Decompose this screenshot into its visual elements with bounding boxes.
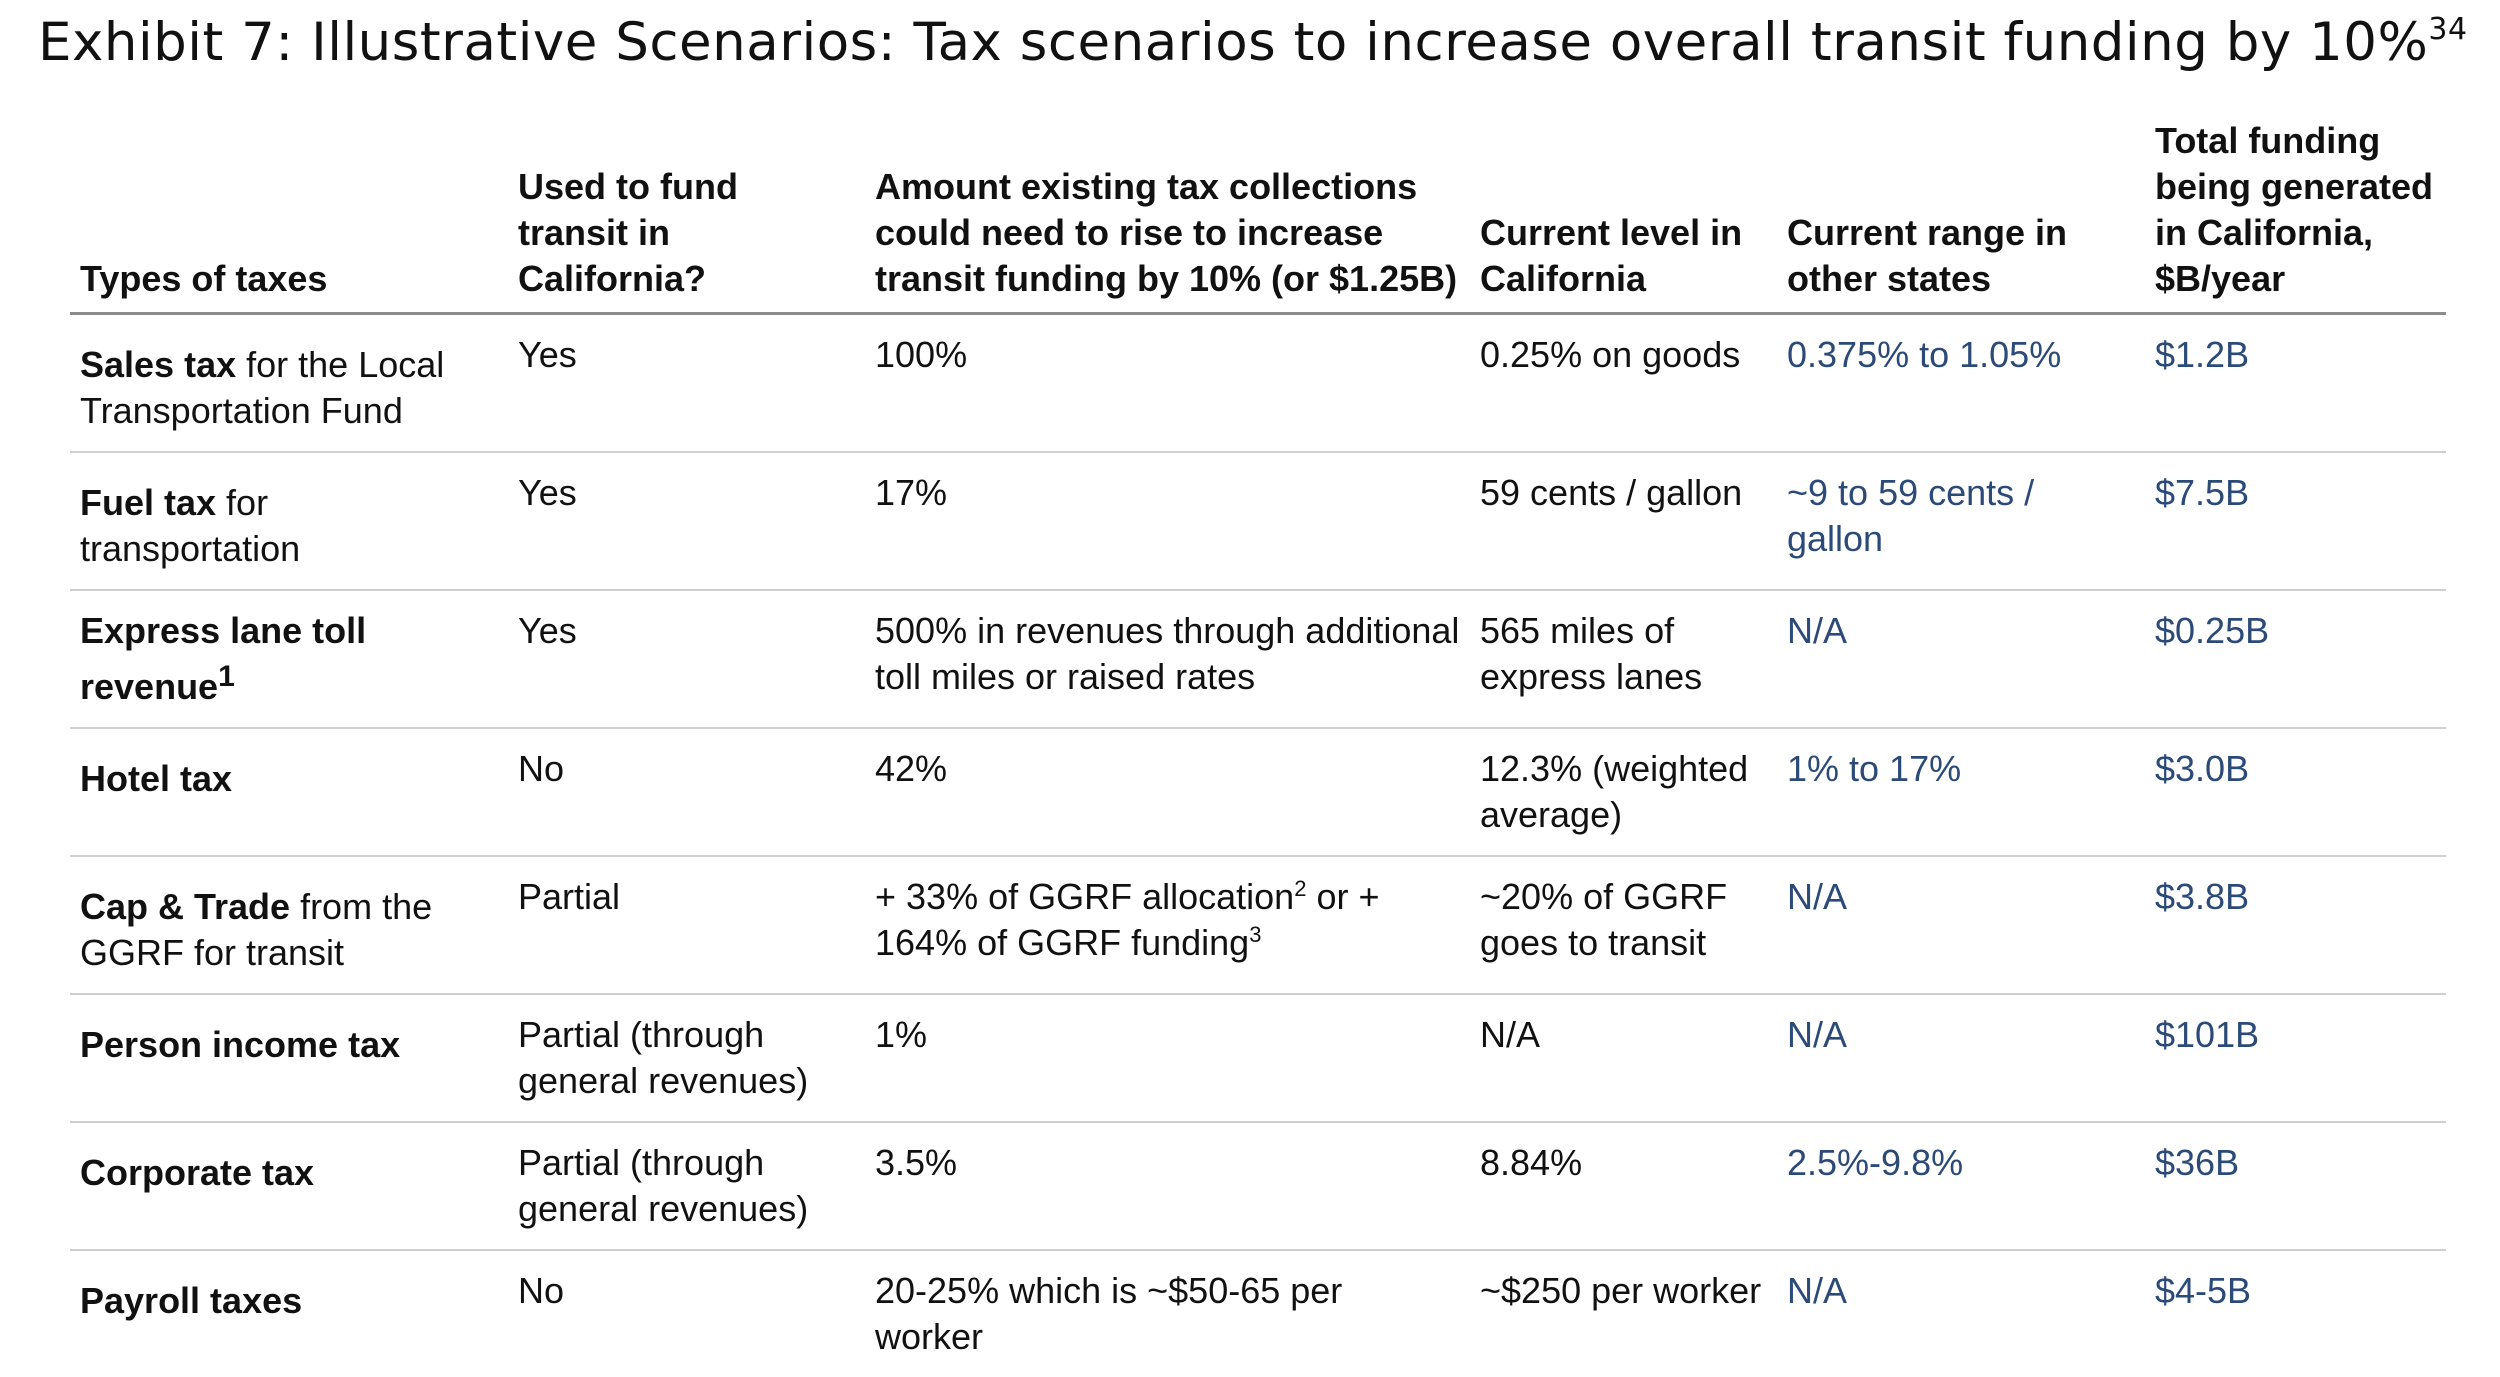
cell-amount-increase: 17%: [865, 452, 1470, 590]
header-current-level: Current level in California: [1470, 118, 1777, 314]
tax-name-bold: Cap & Trade: [80, 886, 290, 927]
cell-used-to-fund: Yes: [508, 452, 865, 590]
tax-scenarios-table: Types of taxes Used to fund transit in C…: [70, 118, 2446, 1377]
amount-text: 100%: [875, 334, 967, 375]
tax-name-bold: Hotel tax: [80, 758, 232, 799]
cell-total-funding: $0.25B: [2145, 590, 2446, 728]
cell-used-to-fund: No: [508, 1250, 865, 1377]
header-amount-increase: Amount existing tax collections could ne…: [865, 118, 1470, 314]
cell-current-level: 0.25% on goods: [1470, 314, 1777, 453]
cell-total-funding: $3.8B: [2145, 856, 2446, 994]
header-total-funding: Total funding being generated in Califor…: [2145, 118, 2446, 314]
tax-name-bold: Sales tax: [80, 344, 236, 385]
tax-name-bold: Fuel tax: [80, 482, 216, 523]
cell-total-funding: $1.2B: [2145, 314, 2446, 453]
tax-name-bold: Payroll taxes: [80, 1280, 302, 1321]
cell-tax-type: Person income tax: [70, 994, 508, 1122]
cell-current-level: 565 miles of express lanes: [1470, 590, 1777, 728]
table-body: Sales tax for the Local Transportation F…: [70, 314, 2446, 1377]
cell-tax-type: Fuel tax for transportation: [70, 452, 508, 590]
cell-used-to-fund: Partial: [508, 856, 865, 994]
cell-total-funding: $36B: [2145, 1122, 2446, 1250]
cell-current-range: N/A: [1777, 994, 2145, 1122]
tax-name-footnote: 1: [218, 660, 235, 693]
cell-current-range: N/A: [1777, 856, 2145, 994]
cell-tax-type: Payroll taxes: [70, 1250, 508, 1377]
cell-amount-increase: 100%: [865, 314, 1470, 453]
cell-current-range: 1% to 17%: [1777, 728, 2145, 856]
cell-used-to-fund: Partial (through general revenues): [508, 1122, 865, 1250]
cell-amount-increase: 500% in revenues through additional toll…: [865, 590, 1470, 728]
amount-footnote-continued: 3: [1249, 922, 1261, 947]
cell-total-funding: $101B: [2145, 994, 2446, 1122]
cell-tax-type: Express lane toll revenue1: [70, 590, 508, 728]
table-row-corporate-tax: Corporate tax Partial (through general re…: [70, 1122, 2446, 1250]
cell-amount-increase: + 33% of GGRF allocation2 or + 164% of G…: [865, 856, 1470, 994]
tax-name-bold: Corporate tax: [80, 1152, 314, 1193]
cell-tax-type: Cap & Trade from the GGRF for transit: [70, 856, 508, 994]
amount-text: 1%: [875, 1014, 927, 1055]
cell-amount-increase: 1%: [865, 994, 1470, 1122]
table-row-personal-income-tax: Person income tax Partial (through genera…: [70, 994, 2446, 1122]
header-types-of-taxes: Types of taxes: [70, 118, 508, 314]
amount-text: 20-25% which is ~$50-65 per worker: [875, 1270, 1342, 1357]
cell-tax-type: Sales tax for the Local Transportation F…: [70, 314, 508, 453]
cell-amount-increase: 20-25% which is ~$50-65 per worker: [865, 1250, 1470, 1377]
cell-total-funding: $4-5B: [2145, 1250, 2446, 1377]
cell-current-level: ~$250 per worker: [1470, 1250, 1777, 1377]
header-current-range: Current range in other states: [1777, 118, 2145, 314]
amount-text: 42%: [875, 748, 947, 789]
cell-current-level: 12.3% (weighted average): [1470, 728, 1777, 856]
cell-tax-type: Corporate tax: [70, 1122, 508, 1250]
cell-current-range: 0.375% to 1.05%: [1777, 314, 2145, 453]
cell-total-funding: $3.0B: [2145, 728, 2446, 856]
amount-text: 500% in revenues through additional toll…: [875, 610, 1459, 697]
header-used-to-fund: Used to fund transit in California?: [508, 118, 865, 314]
cell-used-to-fund: Partial (through general revenues): [508, 994, 865, 1122]
cell-used-to-fund: No: [508, 728, 865, 856]
cell-current-level: 59 cents / gallon: [1470, 452, 1777, 590]
exhibit-title-text: Exhibit 7: Illustrative Scenarios: Tax s…: [38, 12, 2428, 73]
cell-current-level: ~20% of GGRF goes to transit: [1470, 856, 1777, 994]
amount-footnote: 2: [1294, 876, 1306, 901]
cell-current-range: 2.5%-9.8%: [1777, 1122, 2145, 1250]
cell-used-to-fund: Yes: [508, 314, 865, 453]
cell-current-level: 8.84%: [1470, 1122, 1777, 1250]
cell-total-funding: $7.5B: [2145, 452, 2446, 590]
cell-current-level: N/A: [1470, 994, 1777, 1122]
cell-current-range: ~9 to 59 cents / gallon: [1777, 452, 2145, 590]
amount-text: 3.5%: [875, 1142, 957, 1183]
tax-name-bold: Person income tax: [80, 1024, 400, 1065]
amount-text: 17%: [875, 472, 947, 513]
table-header-row: Types of taxes Used to fund transit in C…: [70, 118, 2446, 314]
table-row-sales-tax: Sales tax for the Local Transportation F…: [70, 314, 2446, 453]
cell-used-to-fund: Yes: [508, 590, 865, 728]
amount-text: + 33% of GGRF allocation: [875, 876, 1294, 917]
cell-amount-increase: 3.5%: [865, 1122, 1470, 1250]
cell-amount-increase: 42%: [865, 728, 1470, 856]
cell-current-range: N/A: [1777, 1250, 2145, 1377]
cell-current-range: N/A: [1777, 590, 2145, 728]
cell-tax-type: Hotel tax: [70, 728, 508, 856]
exhibit-title: Exhibit 7: Illustrative Scenarios: Tax s…: [38, 12, 2468, 73]
exhibit-title-footnote: 34: [2428, 12, 2467, 47]
